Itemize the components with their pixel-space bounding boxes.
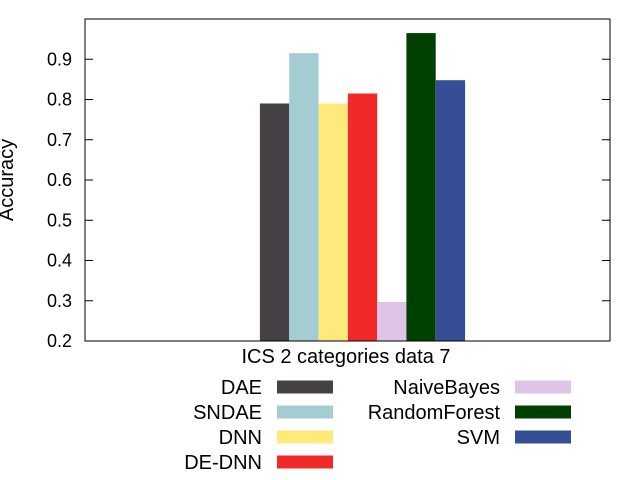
bar-dae [259,103,290,341]
x-axis-label: ICS 2 categories data 7 [241,346,450,368]
bar-sndae [289,53,319,341]
legend-label: NaiveBayes [393,377,500,399]
legend-label: DNN [219,427,262,449]
y-tick-label: 0.3 [47,291,72,311]
legend-swatch [277,455,333,469]
y-ticks-group: 0.2 0.3 0.4 0.5 0.6 0.7 0.8 0.9 [47,49,610,351]
legend: DAE SNDAE DNN DE-DNN NaiveBayes RandomForest S… [184,377,571,474]
y-tick-label: 0.7 [47,130,72,150]
bars-group [259,33,466,341]
legend-label: DAE [221,377,262,399]
y-tick-label: 0.4 [47,251,72,271]
bar-randomforest [406,33,436,341]
y-tick-label: 0.6 [47,170,72,190]
legend-swatch [277,430,333,444]
plot-frame [84,18,611,342]
bar-dnn [318,103,348,341]
y-tick-label: 0.5 [47,210,72,230]
legend-swatch [515,405,571,419]
bar-naivebayes [377,302,407,341]
legend-swatch [515,380,571,394]
y-axis-label: Accuracy [0,139,18,221]
legend-swatch [277,405,333,419]
legend-swatch [277,380,333,394]
legend-swatch [515,430,571,444]
legend-label: RandomForest [368,402,501,424]
y-tick-label: 0.8 [47,90,72,110]
legend-label: SNDAE [193,402,262,424]
legend-label: DE-DNN [184,452,262,474]
legend-label: SVM [457,427,500,449]
bar-de-dnn [347,93,378,341]
bar-svm [435,80,466,341]
y-tick-label: 0.9 [47,49,72,69]
y-tick-label: 0.2 [47,331,72,351]
